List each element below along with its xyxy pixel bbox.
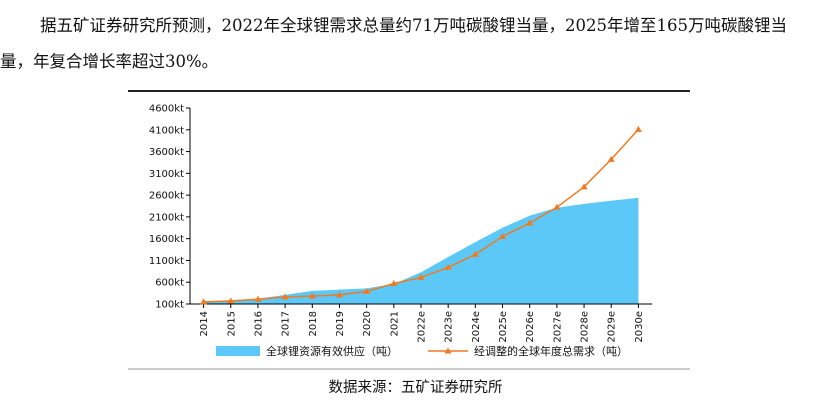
x-tick-label: 2028e bbox=[580, 311, 591, 343]
axis-layer: 100kt 600kt 1100kt 1600kt 2100kt 2600kt 3100kt… bbox=[149, 104, 652, 343]
x-tick-label: 2020 bbox=[362, 311, 373, 336]
x-tick-label: 2021 bbox=[389, 311, 400, 336]
demand-point bbox=[444, 263, 452, 270]
demand-point bbox=[471, 250, 479, 257]
supply-area-layer bbox=[203, 197, 639, 304]
y-tick-label: 2600kt bbox=[149, 191, 184, 202]
y-tick-label: 3100kt bbox=[149, 169, 184, 180]
x-tick-label: 2029e bbox=[607, 311, 618, 343]
x-tick-label: 2018 bbox=[308, 311, 319, 336]
demand-point bbox=[335, 291, 343, 298]
demand-point bbox=[499, 232, 507, 239]
demand-line-layer bbox=[200, 125, 642, 305]
x-tick-label: 2022e bbox=[417, 311, 428, 343]
demand-point bbox=[526, 219, 534, 226]
legend-label-demand: 经调整的全球年度总需求（吨） bbox=[474, 344, 628, 358]
demand-point bbox=[390, 280, 398, 287]
x-tick-label: 2015 bbox=[226, 311, 237, 336]
y-tick-label: 2100kt bbox=[149, 212, 184, 223]
demand-point bbox=[417, 273, 425, 280]
chart-svg: 100kt 600kt 1100kt 1600kt 2100kt 2600kt 3100kt… bbox=[128, 90, 690, 370]
supply-area bbox=[203, 197, 639, 304]
lithium-supply-demand-chart: 100kt 600kt 1100kt 1600kt 2100kt 2600kt 3100kt… bbox=[128, 90, 690, 370]
x-tick-label: 2026e bbox=[525, 311, 536, 343]
x-tick-label: 2017 bbox=[281, 311, 292, 336]
intro-paragraph: 据五矿证券研究所预测，2022年全球锂需求总量约71万吨碳酸锂当量，2025年增… bbox=[0, 8, 831, 80]
y-tick-label: 3600kt bbox=[149, 147, 184, 158]
x-tick-label: 2016 bbox=[253, 311, 264, 336]
demand-point bbox=[254, 295, 262, 302]
x-tick-label: 2025e bbox=[498, 311, 509, 343]
paragraph-line-1: 据五矿证券研究所预测，2022年全球锂需求总量约71万吨碳酸锂当量，2025年增… bbox=[40, 16, 787, 35]
demand-point bbox=[200, 298, 208, 305]
demand-point bbox=[634, 125, 642, 132]
legend-label-supply: 全球锂资源有效供应（吨） bbox=[266, 344, 398, 358]
figure-caption: 数据来源：五矿证券研究所 bbox=[328, 380, 503, 396]
x-tick-label: 2019 bbox=[335, 311, 346, 336]
x-tick-label: 2024e bbox=[471, 311, 482, 343]
demand-point bbox=[281, 293, 289, 300]
demand-point bbox=[580, 183, 588, 190]
demand-point bbox=[363, 287, 371, 294]
demand-point bbox=[553, 203, 561, 210]
y-tick-label: 600kt bbox=[155, 278, 184, 289]
chart-legend: 全球锂资源有效供应（吨） 经调整的全球年度总需求（吨） bbox=[216, 344, 628, 358]
y-tick-label: 1600kt bbox=[149, 234, 184, 245]
legend-swatch-supply bbox=[216, 346, 260, 356]
y-tick-label: 1100kt bbox=[149, 256, 184, 267]
demand-point bbox=[227, 297, 235, 304]
legend-marker-demand bbox=[444, 347, 452, 354]
x-tick-label: 2030e bbox=[634, 311, 645, 343]
demand-point bbox=[607, 155, 615, 162]
y-tick-label: 4600kt bbox=[149, 104, 184, 115]
y-tick-label: 100kt bbox=[155, 300, 184, 311]
y-tick-label: 4100kt bbox=[149, 125, 184, 136]
x-tick-label: 2027e bbox=[552, 311, 563, 343]
x-tick-label: 2023e bbox=[444, 311, 455, 343]
paragraph-line-2: 量，年复合增长率超过30%。 bbox=[0, 52, 219, 71]
x-tick-label: 2014 bbox=[199, 311, 210, 336]
demand-point bbox=[308, 292, 316, 299]
